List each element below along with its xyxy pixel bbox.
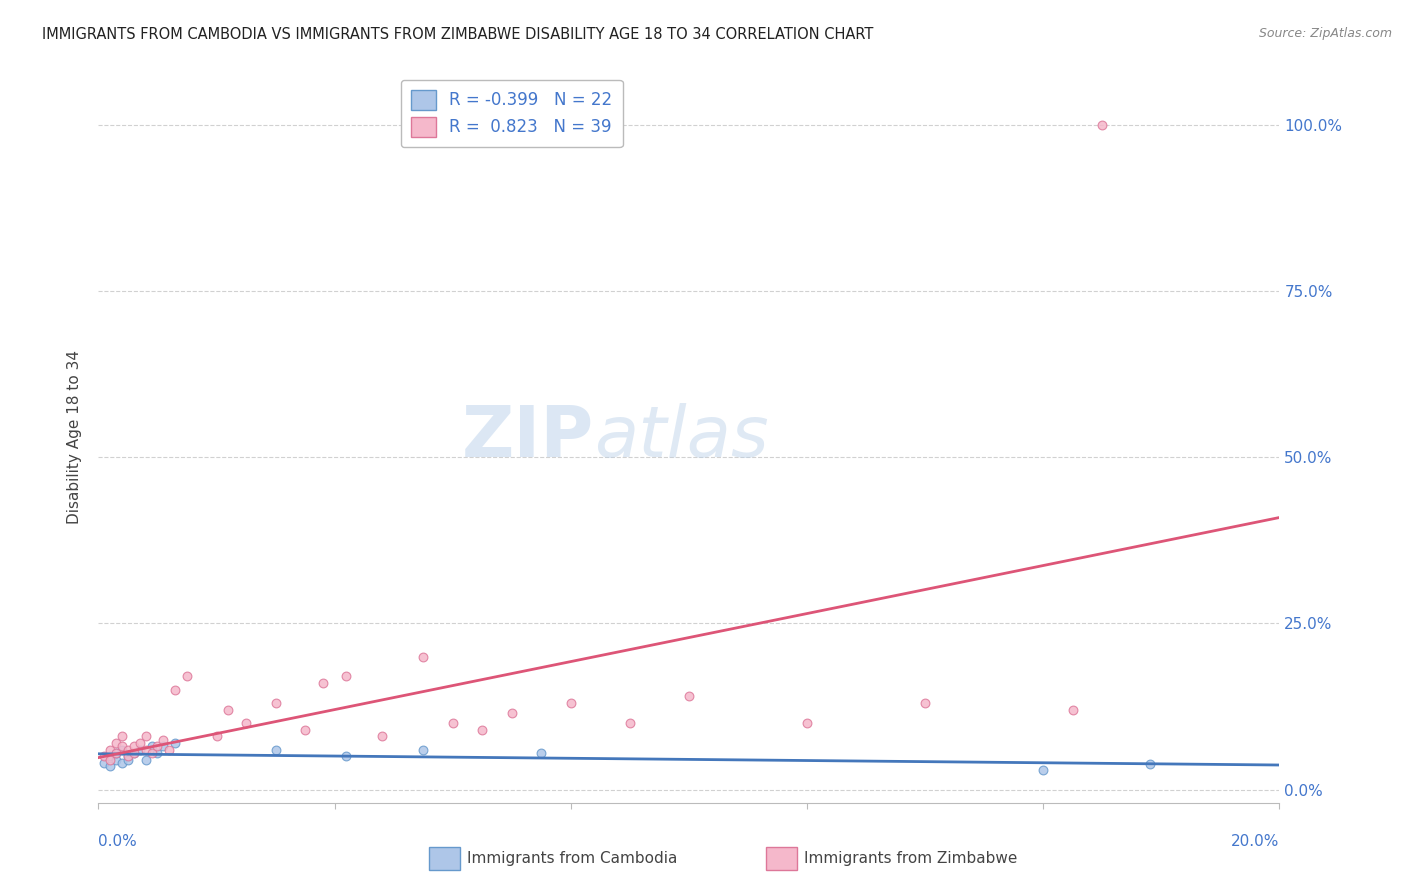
Point [371,729,394,743]
Text: atlas: atlas [595,402,769,472]
Point [530,746,553,760]
Point [165,736,187,750]
Point [93,749,115,764]
Point [217,703,239,717]
Point [111,739,134,754]
Point [471,723,494,737]
Point [560,696,582,710]
Text: Immigrants from Zimbabwe: Immigrants from Zimbabwe [804,852,1018,866]
Point [412,649,434,664]
Point [105,736,128,750]
Point [264,742,287,756]
Point [176,669,198,683]
Point [128,742,150,756]
Legend: R = -0.399   N = 22, R =  0.823   N = 39: R = -0.399 N = 22, R = 0.823 N = 39 [401,79,623,147]
Point [98,742,121,756]
Point [117,749,139,764]
Point [146,739,169,754]
Point [157,742,180,756]
Point [1032,763,1054,777]
Point [1091,118,1114,132]
Point [335,669,357,683]
Point [105,753,128,767]
Text: 0.0%: 0.0% [98,834,138,849]
Point [135,742,157,756]
Point [98,759,121,773]
Text: Immigrants from Cambodia: Immigrants from Cambodia [467,852,678,866]
Point [441,716,464,731]
Y-axis label: Disability Age 18 to 34: Disability Age 18 to 34 [67,350,83,524]
Point [122,746,145,760]
Point [312,676,335,690]
Point [619,716,641,731]
Point [796,716,818,731]
Point [914,696,936,710]
Point [1139,757,1161,772]
Point [235,716,257,731]
Point [165,682,187,697]
Point [111,742,134,756]
Point [98,753,121,767]
Point [152,732,174,747]
Point [122,746,145,760]
Point [105,746,128,760]
Point [111,756,134,770]
Point [146,746,169,760]
Point [98,749,121,764]
Point [141,739,163,754]
Point [117,749,139,764]
Point [122,739,145,754]
Point [111,729,134,743]
Point [1062,703,1084,717]
Point [117,742,139,756]
Text: ZIP: ZIP [463,402,595,472]
Point [335,749,357,764]
Point [264,696,287,710]
Point [141,746,163,760]
Text: Source: ZipAtlas.com: Source: ZipAtlas.com [1258,27,1392,40]
Point [117,753,139,767]
Point [105,746,128,760]
Point [135,753,157,767]
Point [93,756,115,770]
Point [128,736,150,750]
Text: IMMIGRANTS FROM CAMBODIA VS IMMIGRANTS FROM ZIMBABWE DISABILITY AGE 18 TO 34 COR: IMMIGRANTS FROM CAMBODIA VS IMMIGRANTS F… [42,27,873,42]
Point [501,706,523,720]
Text: 20.0%: 20.0% [1232,834,1279,849]
Point [205,729,228,743]
Point [294,723,316,737]
Point [152,739,174,754]
Point [678,690,700,704]
Point [412,742,434,756]
Point [135,729,157,743]
